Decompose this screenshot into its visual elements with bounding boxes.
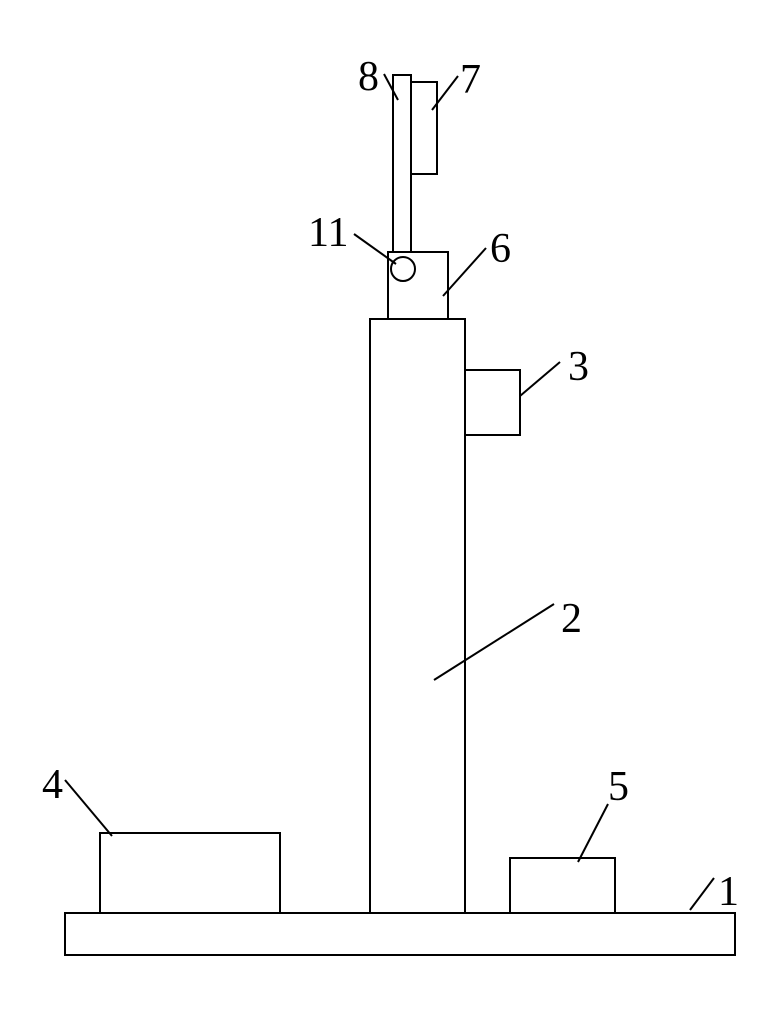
leader-5 <box>578 804 608 862</box>
label-4: 4 <box>42 762 63 808</box>
right-block <box>510 858 615 913</box>
arm-cap <box>411 82 437 174</box>
label-8: 8 <box>358 54 379 100</box>
left-block <box>100 833 280 913</box>
leader-1 <box>690 878 714 910</box>
label-6: 6 <box>490 226 511 272</box>
label-2: 2 <box>561 596 582 642</box>
leader-3 <box>520 362 560 396</box>
column <box>370 319 465 913</box>
label-7: 7 <box>460 57 481 103</box>
pin-circle <box>391 257 415 281</box>
base-plate <box>65 913 735 955</box>
leader-6 <box>443 248 486 296</box>
leader-11 <box>354 234 396 264</box>
label-3: 3 <box>568 344 589 390</box>
label-11: 11 <box>308 210 348 256</box>
label-5: 5 <box>608 764 629 810</box>
label-1: 1 <box>718 869 739 915</box>
leader-4 <box>65 780 112 836</box>
arm <box>393 75 411 252</box>
side-block <box>465 370 520 435</box>
